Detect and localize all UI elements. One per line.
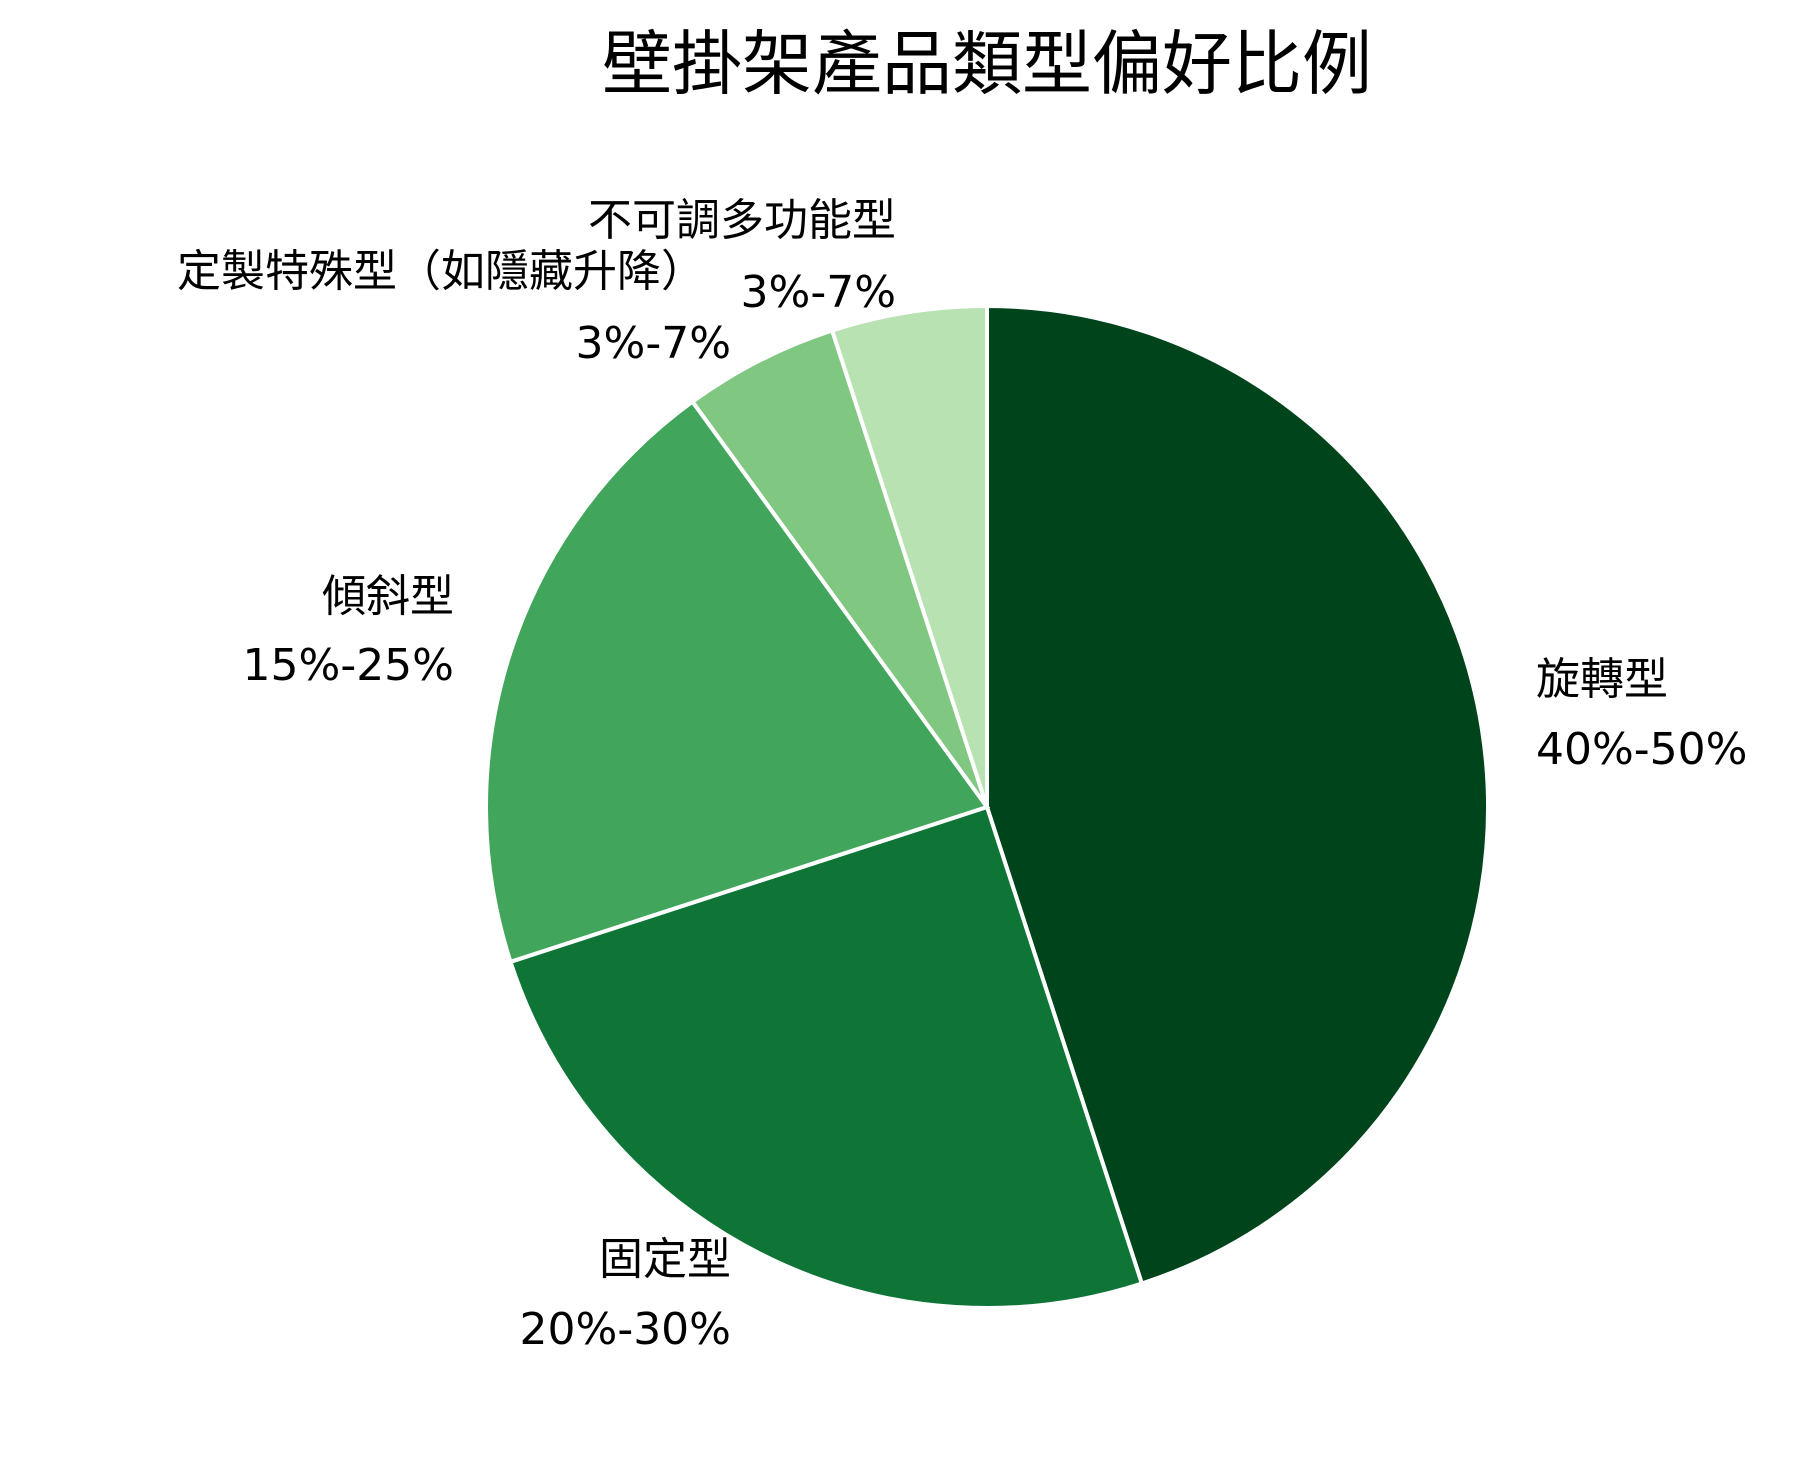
slice-label: 不可調多功能型: [588, 195, 896, 246]
slice-value-label: 15%-25%: [243, 640, 454, 691]
pie-slice: [829, 303, 989, 808]
slice-label: 固定型: [599, 1234, 731, 1285]
pie-slice: [507, 804, 1145, 1310]
chart-title: 壁掛架產品類型偏好比例: [602, 23, 1372, 105]
pie-slice: [985, 303, 1490, 1287]
slice-label: 定製特殊型（如隱藏升降）: [177, 246, 705, 297]
slice-label: 旋轉型: [1536, 654, 1668, 705]
slice-value-label: 3%-7%: [576, 318, 731, 369]
slice-label: 傾斜型: [322, 571, 454, 622]
slice-value-label: 20%-30%: [520, 1304, 731, 1355]
slice-value-label: 40%-50%: [1536, 724, 1747, 775]
pie-slice: [484, 398, 991, 965]
slice-value-label: 3%-7%: [741, 267, 896, 318]
pie-slice: [689, 328, 989, 809]
